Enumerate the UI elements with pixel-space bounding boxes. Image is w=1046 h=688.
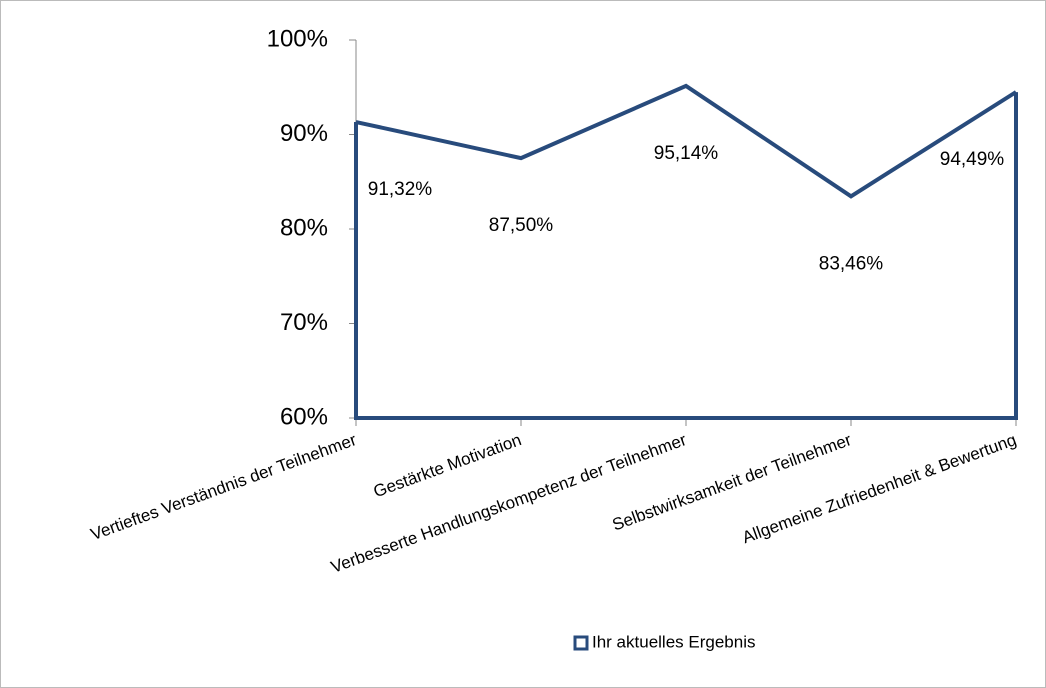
y-tick-label: 90% [280,120,328,147]
legend-marker [573,635,589,651]
value-label: 87,50% [489,215,554,236]
y-tick-label: 70% [280,309,328,336]
y-tick-label: 100% [267,25,328,52]
legend-label: Ihr aktuelles Ergebnis [592,632,755,651]
area-line [355,83,1018,199]
value-label: 94,49% [940,149,1005,170]
y-tick-label: 80% [280,214,328,241]
value-label: 95,14% [654,143,719,164]
value-label: 91,32% [368,179,433,200]
y-tick-label: 60% [280,403,328,430]
value-label: 83,46% [819,253,884,274]
area-outline [354,92,1018,420]
